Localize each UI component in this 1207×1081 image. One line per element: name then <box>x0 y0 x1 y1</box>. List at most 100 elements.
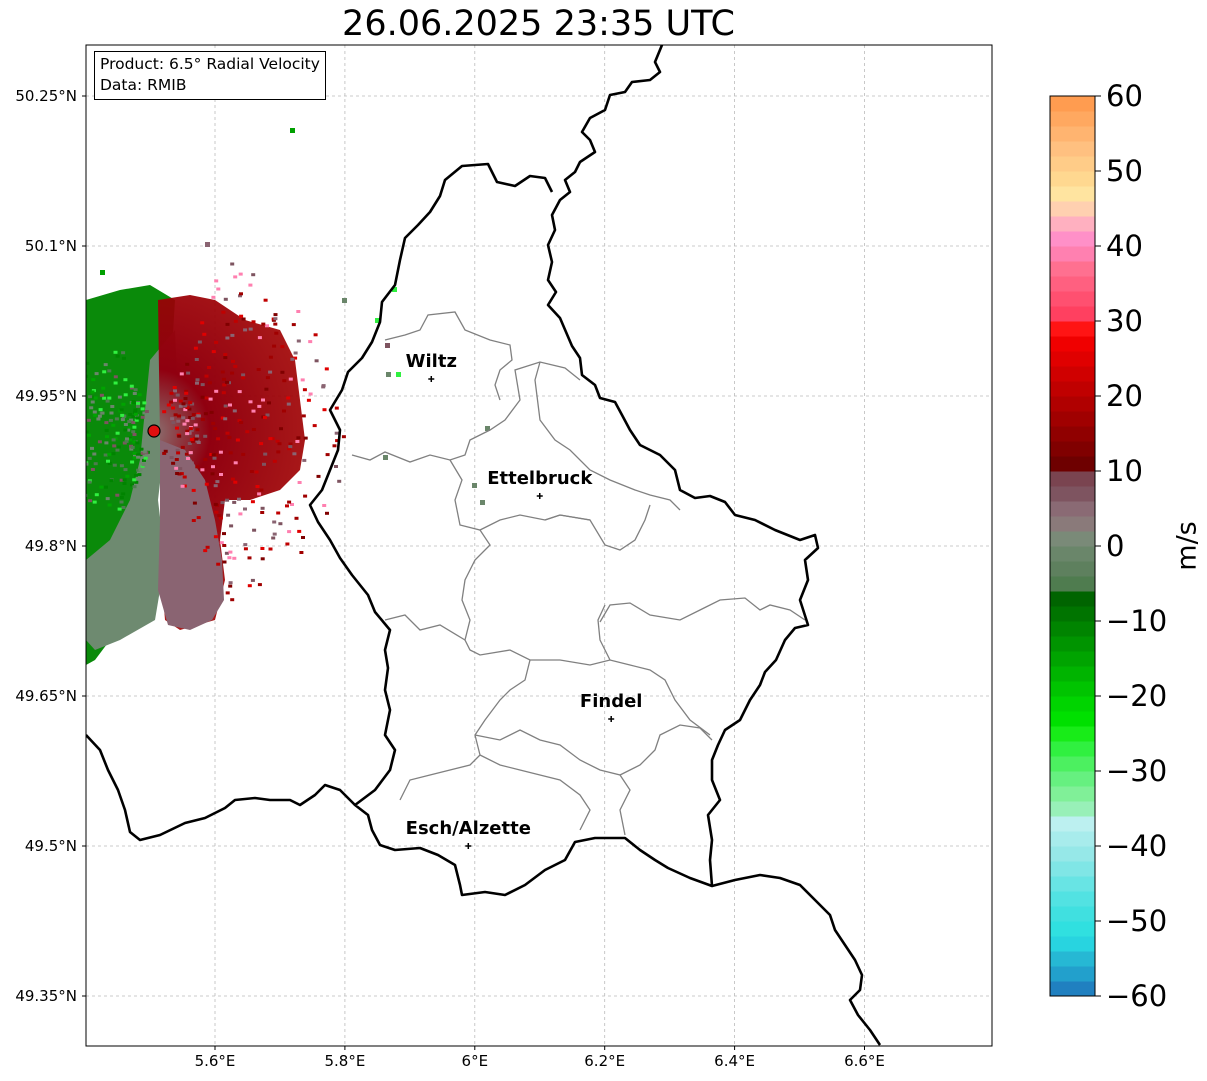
colorbar-segment <box>1050 201 1095 217</box>
colorbar-segment <box>1050 546 1095 562</box>
colorbar-segment <box>1050 516 1095 532</box>
colorbar-segment <box>1050 711 1095 727</box>
city-marker <box>428 376 435 382</box>
colorbar-segment <box>1050 966 1095 982</box>
colorbar-segment <box>1050 231 1095 247</box>
city-label: Findel <box>579 691 643 712</box>
radar-echo-outbound-weak <box>158 440 224 630</box>
colorbar-segment <box>1050 846 1095 862</box>
colorbar-tick-label: 10 <box>1106 454 1143 488</box>
colorbar-segment <box>1050 156 1095 172</box>
city-markers <box>428 376 615 849</box>
colorbar-segment <box>1050 801 1095 817</box>
colorbar-segment <box>1050 591 1095 607</box>
lat-tick-label: 50.1°N <box>24 237 77 255</box>
colorbar-segment <box>1050 411 1095 427</box>
radar-echo-layer <box>86 128 490 665</box>
canton-boundaries <box>351 311 806 836</box>
colorbar-segment <box>1050 786 1095 802</box>
colorbar-segment <box>1050 861 1095 877</box>
colorbar-segment <box>1050 456 1095 472</box>
city-label: Esch/Alzette <box>405 818 531 839</box>
colorbar-segment <box>1050 96 1095 112</box>
colorbar-segment <box>1050 876 1095 892</box>
lat-tick-label: 49.8°N <box>24 537 77 555</box>
colorbar-segment <box>1050 696 1095 712</box>
colorbar-segment <box>1050 831 1095 847</box>
colorbar-segment <box>1050 276 1095 292</box>
lon-tick-label: 6°E <box>461 1052 489 1070</box>
colorbar-segment <box>1050 336 1095 352</box>
colorbar-tick-label: −60 <box>1106 979 1168 1013</box>
map-grid <box>86 45 992 1046</box>
border-belgium-france <box>86 734 356 842</box>
colorbar-segment <box>1050 726 1095 742</box>
radar-echo-speckle <box>86 128 490 602</box>
colorbar <box>1049 95 1101 997</box>
colorbar-segment <box>1050 951 1095 967</box>
colorbar-segment <box>1050 981 1095 997</box>
colorbar-tick-label: −10 <box>1106 604 1168 638</box>
colorbar-segment <box>1050 561 1095 577</box>
city-label: Wiltz <box>405 351 457 372</box>
lat-tick-label: 49.95°N <box>15 387 77 405</box>
colorbar-segment <box>1050 606 1095 622</box>
radar-echo-inbound-weak <box>86 330 178 650</box>
colorbar-unit-label: m/s <box>1171 521 1203 571</box>
lon-tick-label: 6.2°E <box>584 1052 626 1070</box>
colorbar-tick-label: 30 <box>1106 304 1143 338</box>
colorbar-segment <box>1050 366 1095 382</box>
lat-tick-label: 49.35°N <box>15 987 77 1005</box>
product-info-box: Product: 6.5° Radial Velocity Data: RMIB <box>94 51 326 100</box>
city-marker <box>536 493 543 499</box>
colorbar-segment <box>1050 921 1095 937</box>
map-title: 26.06.2025 23:35 UTC <box>342 4 735 44</box>
colorbar-segment <box>1050 891 1095 907</box>
colorbar-segment <box>1050 126 1095 142</box>
colorbar-segment <box>1050 186 1095 202</box>
colorbar-segment <box>1050 531 1095 547</box>
colorbar-tick-label: −40 <box>1106 829 1168 863</box>
colorbar-segment <box>1050 216 1095 232</box>
colorbar-segment <box>1050 576 1095 592</box>
city-label: Ettelbruck <box>487 468 593 489</box>
colorbar-tick-label: 0 <box>1106 529 1125 563</box>
colorbar-segment <box>1050 246 1095 262</box>
colorbar-segment <box>1050 471 1095 487</box>
border-germany-france <box>711 873 882 1046</box>
colorbar-tick-label: −20 <box>1106 679 1168 713</box>
colorbar-segment <box>1050 111 1095 127</box>
colorbar-segment <box>1050 441 1095 457</box>
data-source-label: Data: RMIB <box>100 76 187 94</box>
border-luxembourg <box>308 45 820 897</box>
colorbar-segment <box>1050 621 1095 637</box>
colorbar-segment <box>1050 396 1095 412</box>
colorbar-segment <box>1050 321 1095 337</box>
radar-site-marker <box>147 424 161 438</box>
colorbar-segment <box>1050 936 1095 952</box>
colorbar-tick-label: −50 <box>1106 904 1168 938</box>
colorbar-segment <box>1050 906 1095 922</box>
colorbar-tick-label: 40 <box>1106 229 1143 263</box>
colorbar-segment <box>1050 756 1095 772</box>
colorbar-segment <box>1050 351 1095 367</box>
colorbar-tick-label: −30 <box>1106 754 1168 788</box>
colorbar-segment <box>1050 261 1095 277</box>
colorbar-segment <box>1050 486 1095 502</box>
colorbar-segment <box>1050 816 1095 832</box>
colorbar-segment <box>1050 171 1095 187</box>
city-marker <box>465 843 472 849</box>
lat-tick-label: 49.65°N <box>15 687 77 705</box>
colorbar-segment <box>1050 651 1095 667</box>
colorbar-tick-label: 60 <box>1106 79 1143 113</box>
colorbar-segment <box>1050 741 1095 757</box>
colorbar-segment <box>1050 141 1095 157</box>
colorbar-segment <box>1050 426 1095 442</box>
colorbar-tick-label: 50 <box>1106 154 1143 188</box>
lon-tick-label: 6.6°E <box>844 1052 885 1070</box>
colorbar-segment <box>1050 291 1095 307</box>
colorbar-segment <box>1050 681 1095 697</box>
lon-tick-label: 6.4°E <box>714 1052 756 1070</box>
product-label: Product: 6.5° Radial Velocity <box>100 55 320 73</box>
